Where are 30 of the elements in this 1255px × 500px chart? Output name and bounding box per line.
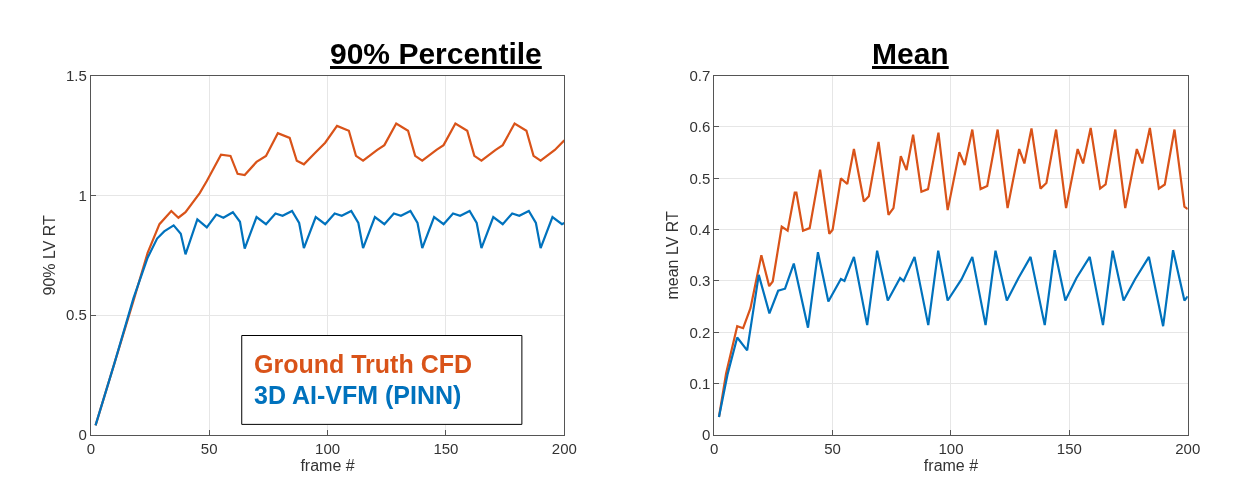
x-tick-label: 100 bbox=[938, 440, 964, 458]
y-axis-title: 90% LV RT bbox=[40, 214, 58, 296]
x-tick-label: 200 bbox=[551, 440, 577, 458]
y-tick-label: 0.7 bbox=[689, 66, 711, 84]
x-axis-title: frame # bbox=[300, 457, 355, 475]
x-tick-label: 50 bbox=[200, 440, 218, 458]
line-series bbox=[94, 209, 565, 427]
x-tick-label: 150 bbox=[1056, 440, 1082, 458]
y-tick-label: 0.3 bbox=[689, 272, 711, 290]
y-tick-label: 0.4 bbox=[689, 220, 711, 238]
y-tick-label: 0.5 bbox=[65, 306, 87, 324]
y-tick-label: 0.6 bbox=[689, 118, 711, 136]
chart-title: Mean bbox=[872, 37, 949, 70]
chart-title: 90% Percentile bbox=[330, 37, 542, 70]
x-tick-label: 100 bbox=[315, 440, 341, 458]
text: 3D AI-VFM (PINN) bbox=[254, 381, 462, 409]
y-axis-title: mean LV RT bbox=[664, 210, 682, 300]
y-tick-label: 0.2 bbox=[689, 323, 711, 341]
text: Ground Truth CFD bbox=[254, 350, 473, 378]
x-tick-label: 200 bbox=[1175, 440, 1201, 458]
y-tick-label: 1.5 bbox=[65, 66, 87, 84]
y-tick-label: 0 bbox=[701, 426, 711, 444]
y-tick-label: 0 bbox=[78, 426, 87, 444]
y-tick-label: 1 bbox=[78, 186, 87, 204]
x-axis-title: frame # bbox=[923, 457, 979, 475]
x-tick-label: 50 bbox=[824, 440, 841, 458]
y-tick-label: 0.5 bbox=[689, 169, 711, 187]
y-tick-label: 0.1 bbox=[689, 374, 711, 392]
x-tick-label: 150 bbox=[433, 440, 459, 458]
line-series bbox=[717, 249, 1188, 419]
